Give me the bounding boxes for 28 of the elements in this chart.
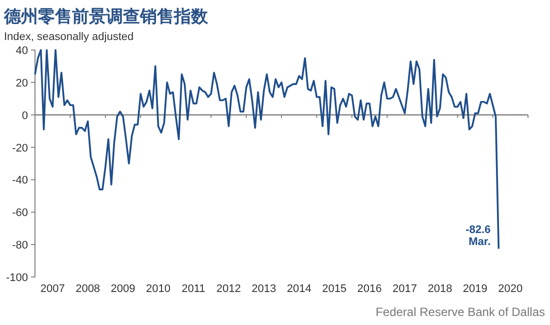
x-tick-label: 2012 — [216, 283, 241, 295]
x-tick-label: 2009 — [110, 283, 136, 295]
x-tick-label: 2019 — [462, 283, 488, 295]
line-series — [34, 49, 500, 250]
x-tick-label: 2008 — [76, 283, 100, 295]
annotation: -82.6 — [466, 224, 491, 236]
y-axis-title: Index, seasonally adjusted — [4, 31, 134, 43]
x-tick-label: 2016 — [357, 283, 382, 295]
y-tick-label: -20 — [12, 142, 28, 154]
y-tick-label: 0 — [22, 110, 28, 122]
y-tick-label: 20 — [16, 77, 28, 90]
text: Federal Reserve Bank of Dallas — [376, 305, 545, 319]
x-tick-label: 2018 — [428, 283, 452, 295]
y-tick-label: -40 — [12, 174, 28, 187]
annotation: Mar. — [468, 236, 491, 248]
chart-title: 德州零售前景调查销售指数 — [3, 7, 209, 26]
x-tick-label: 2013 — [252, 283, 276, 295]
x-tick-label: 2010 — [146, 283, 170, 295]
x-tick-label: 2014 — [286, 283, 312, 295]
x-tick-label: 2007 — [40, 283, 65, 295]
x-tick-label: 2011 — [182, 283, 206, 295]
y-tick-label: -80 — [12, 240, 28, 252]
y-tick-label: 40 — [16, 45, 28, 57]
x-tick-label: 2015 — [322, 283, 347, 295]
x-tick-label: 2017 — [392, 283, 417, 295]
x-tick-label: 2020 — [498, 283, 523, 295]
y-tick-label: -60 — [12, 207, 28, 220]
y-tick-label: -100 — [6, 272, 28, 284]
